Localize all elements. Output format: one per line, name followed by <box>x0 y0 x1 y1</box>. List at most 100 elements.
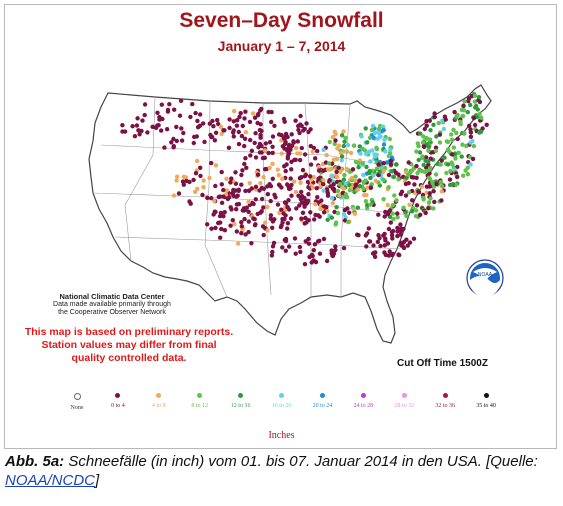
legend-dot <box>319 393 325 398</box>
station-dot <box>265 228 270 233</box>
station-dot <box>407 202 412 207</box>
station-dot <box>239 231 244 236</box>
station-dot <box>190 101 195 107</box>
station-dot <box>282 164 287 169</box>
station-dot <box>373 154 378 159</box>
station-dot <box>222 228 228 233</box>
station-dot <box>294 206 299 211</box>
station-dot <box>347 210 352 215</box>
station-dot <box>304 121 309 126</box>
station-dot <box>293 189 299 195</box>
station-dot <box>321 188 326 193</box>
station-dot <box>315 195 320 200</box>
station-dot <box>256 111 261 117</box>
station-dot <box>336 165 341 170</box>
station-dot <box>261 205 266 210</box>
station-dot <box>271 240 277 246</box>
station-dot <box>448 168 453 174</box>
station-dot <box>208 132 213 138</box>
station-dot <box>337 182 342 187</box>
station-dot <box>467 123 472 128</box>
station-dot <box>438 162 443 167</box>
station-dot <box>282 146 287 151</box>
station-dot <box>221 128 226 133</box>
station-dot <box>236 129 241 135</box>
station-dot <box>464 143 469 149</box>
station-dot <box>451 127 456 132</box>
station-dot <box>266 109 271 115</box>
station-dot <box>368 175 373 181</box>
station-dot <box>181 174 186 179</box>
station-dot <box>468 102 473 108</box>
station-dot <box>270 225 275 230</box>
station-dot <box>332 188 337 194</box>
legend-label: 32 to 36 <box>435 403 455 409</box>
station-dot <box>414 175 419 180</box>
station-dot <box>312 217 317 222</box>
station-dot <box>372 254 378 259</box>
station-dot <box>137 132 142 137</box>
station-dot <box>253 131 258 136</box>
station-dot <box>424 118 429 124</box>
station-dot <box>391 174 397 180</box>
station-dot <box>388 162 394 167</box>
station-dot <box>391 216 396 222</box>
station-dot <box>477 112 482 117</box>
station-dot <box>308 143 313 149</box>
station-dot <box>282 216 287 222</box>
station-dot <box>246 199 251 204</box>
station-dot <box>332 141 337 147</box>
station-dot <box>426 200 432 205</box>
station-dot <box>358 151 363 156</box>
station-dot <box>239 172 244 178</box>
station-dot <box>270 161 275 166</box>
station-dot <box>401 205 406 210</box>
station-dot <box>308 177 314 183</box>
station-dot <box>468 140 473 145</box>
station-dot <box>155 110 160 116</box>
station-dot <box>233 181 239 186</box>
station-dot <box>272 123 277 128</box>
station-dot <box>283 168 288 174</box>
station-dot <box>224 176 229 181</box>
station-dot <box>418 131 423 136</box>
station-dot <box>308 210 313 215</box>
station-dot <box>465 165 470 170</box>
station-dot <box>231 134 236 139</box>
source-link[interactable]: NOAA/NCDC <box>5 472 96 489</box>
station-dot <box>172 107 177 112</box>
station-dot <box>450 162 455 167</box>
station-dot <box>285 205 290 210</box>
station-dot <box>219 226 224 232</box>
station-dot <box>427 137 433 142</box>
station-dot <box>371 135 376 140</box>
station-dot <box>357 178 362 183</box>
station-dot <box>381 177 386 182</box>
legend-unit: Inches <box>268 430 295 441</box>
station-dot <box>253 155 259 160</box>
station-dot <box>444 139 450 144</box>
station-dot <box>412 182 417 187</box>
station-dot <box>466 96 472 101</box>
station-dot <box>302 221 307 226</box>
station-dot <box>288 186 293 191</box>
credit-line-3: the Cooperative Observer Network <box>58 309 166 316</box>
station-dot <box>174 138 179 144</box>
station-dot <box>200 192 205 198</box>
legend-item: 24 to 28 <box>343 393 383 409</box>
station-dot <box>316 164 321 170</box>
station-dot <box>209 196 214 201</box>
station-dot <box>443 117 448 122</box>
station-dot <box>361 172 366 178</box>
station-dot <box>258 210 263 215</box>
station-dot <box>341 177 346 182</box>
station-dot <box>309 260 314 265</box>
station-dot <box>246 219 251 224</box>
station-dot <box>416 189 421 194</box>
legend-dot <box>360 393 366 398</box>
station-dot <box>306 241 312 246</box>
station-dot <box>295 139 300 144</box>
station-dot <box>460 113 465 119</box>
station-dot <box>174 124 179 130</box>
us-snowfall-map: NOAA <box>88 84 504 344</box>
